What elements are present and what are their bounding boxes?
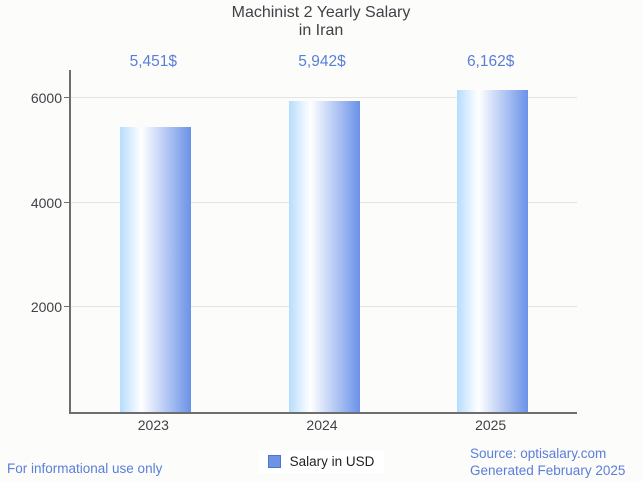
value-label-2024: 5,942$	[298, 53, 346, 70]
y-tick-label-6000: 6000	[30, 90, 62, 107]
value-label-2023: 5,451$	[129, 53, 178, 70]
value-label-2025: 6,162$	[466, 53, 515, 70]
legend-swatch-icon	[267, 455, 281, 468]
gridline-6000	[71, 97, 577, 99]
source-text: Source: optisalary.com	[470, 446, 607, 461]
y-tick-mark-2000	[64, 306, 69, 308]
x-tick-label-2025: 2025	[475, 417, 507, 433]
legend-box: Salary in USD	[257, 451, 385, 473]
x-tick-label-2024: 2024	[306, 417, 338, 433]
generated-text: Generated February 2025	[470, 462, 626, 478]
y-tick-label-2000: 2000	[30, 299, 62, 316]
disclaimer-text: For informational use only	[7, 461, 163, 476]
y-tick-mark-6000	[64, 97, 69, 99]
plot-area	[64, 70, 577, 414]
chart-title-line1: Machinist 2 Yearly Salary	[231, 4, 411, 21]
bar-2024	[288, 101, 360, 412]
legend-label: Salary in USD	[289, 454, 375, 469]
y-tick-label-4000: 4000	[30, 194, 62, 211]
legend: Salary in USD	[0, 451, 642, 473]
bar-2025	[457, 89, 529, 412]
chart-title-line2: in Iran	[298, 21, 344, 39]
y-tick-mark-4000	[64, 201, 69, 203]
source-block: Source: optisalary.com Generated Februar…	[470, 446, 625, 479]
bar-2023	[119, 126, 191, 412]
x-tick-label-2023: 2023	[137, 417, 169, 433]
chart-title: Machinist 2 Yearly Salary in Iran	[0, 4, 642, 39]
